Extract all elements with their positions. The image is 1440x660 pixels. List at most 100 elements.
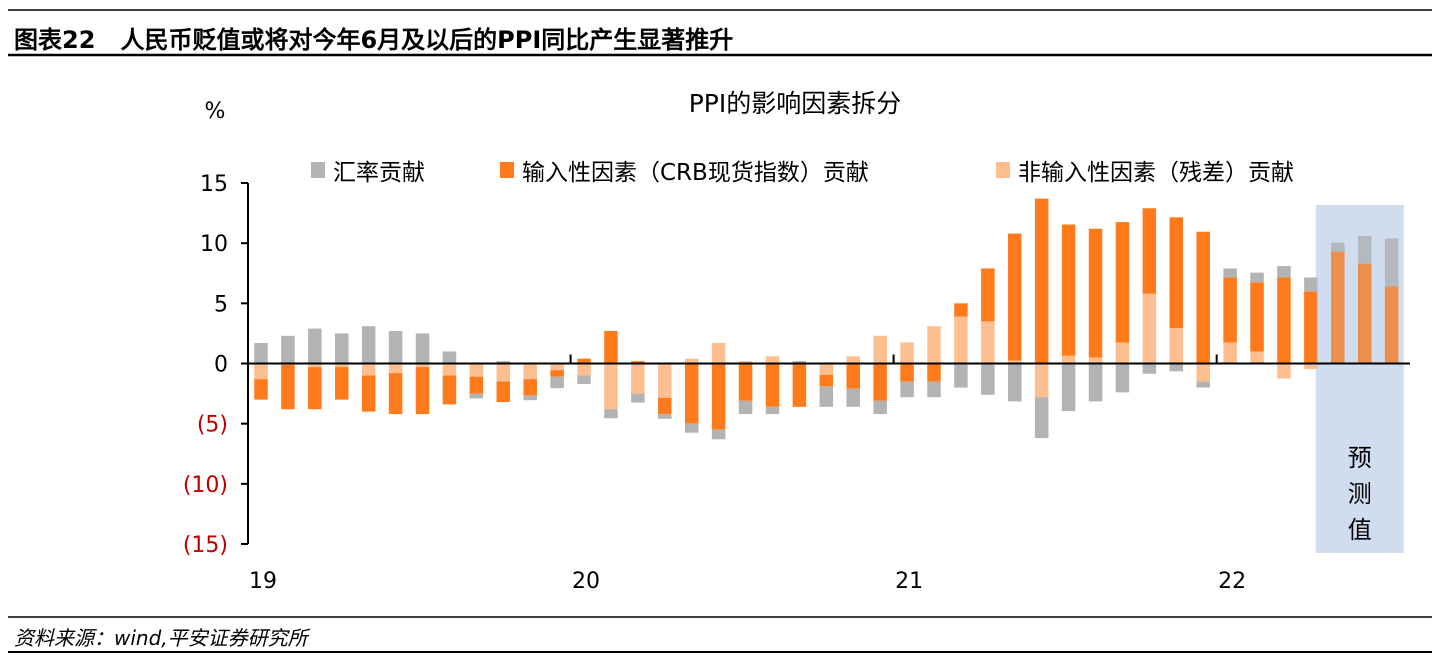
bar-fx-2019-09	[469, 393, 484, 399]
bar-fx-2019-10	[496, 361, 511, 364]
bar-fx-2020-09	[792, 361, 807, 364]
bar-fx-2019-11	[523, 395, 537, 401]
axes: 15 10 5 0 (5) (10) (15) 19 20 21 22	[183, 172, 1410, 594]
forecast-tint	[1315, 205, 1404, 553]
bar-residual-2020-03	[631, 363, 645, 394]
bar-crb-2019-08	[442, 375, 457, 405]
bar-fx-2022-06	[1357, 235, 1372, 264]
bar-crb-2022-02	[1250, 282, 1264, 352]
x-tick-label: 19	[249, 569, 277, 594]
bar-crb-2020-09	[792, 363, 807, 407]
x-tick-label: 21	[895, 569, 923, 594]
bar-fx-2019-02	[281, 335, 295, 364]
bar-fx-2020-03	[631, 393, 645, 403]
bar-fx-2022-03	[1277, 266, 1291, 278]
bar-crb-2021-04	[981, 268, 995, 322]
bar-crb-2021-08	[1088, 228, 1103, 358]
bar-crb-2019-06	[388, 373, 403, 415]
bar-residual-2021-03	[954, 316, 968, 364]
bar-fx-2021-04	[981, 363, 995, 395]
bar-residual-2021-12	[1196, 363, 1210, 382]
bar-crb-2019-01	[254, 379, 268, 400]
bar-residual-2021-02	[927, 326, 941, 364]
y-tick-label: 5	[214, 292, 228, 317]
figure-title: 图表22 人民币贬值或将对今年6月及以后的PPI同比产生显著推升	[14, 20, 733, 55]
bar-residual-2020-05	[684, 358, 699, 364]
bar-fx-2022-05	[1331, 242, 1345, 252]
legend-item-fx: 汇率贡献	[311, 160, 425, 186]
bar-crb-2020-05	[684, 363, 699, 424]
y-tick-label: (5)	[197, 413, 228, 438]
legend-label-crb: 输入性因素（CRB现货指数）贡献	[522, 160, 869, 186]
legend-item-crb: 输入性因素（CRB现货指数）贡献	[500, 160, 869, 186]
bar-residual-2019-05	[361, 363, 376, 376]
bar-residual-2019-11	[523, 363, 537, 380]
bar-fx-2020-04	[658, 414, 672, 419]
bar-crb-2020-06	[711, 363, 726, 430]
bar-residual-2019-09	[469, 363, 484, 377]
legend-item-residual: 非输入性因素（残差）贡献	[996, 160, 1294, 186]
bar-residual-2021-06	[1034, 363, 1049, 398]
bar-fx-2019-01	[254, 343, 268, 364]
bar-residual-2022-02	[1250, 351, 1264, 364]
bar-fx-2022-02	[1250, 272, 1264, 283]
bar-fx-2019-03	[308, 328, 322, 364]
bar-crb-2019-03	[308, 367, 322, 410]
bar-fx-2020-01	[577, 375, 591, 384]
bar-fx-2019-06	[388, 331, 403, 364]
bar-residual-2019-12	[550, 363, 564, 371]
bar-fx-2019-08	[442, 351, 457, 364]
bar-residual-2021-10	[1142, 293, 1157, 364]
bar-crb-2019-02	[281, 364, 295, 410]
bar-fx-2020-10	[819, 386, 834, 407]
bar-fx-2020-02	[604, 409, 618, 419]
bar-residual-2019-07	[415, 363, 430, 368]
bar-residual-2021-07	[1061, 355, 1076, 364]
bar-crb-2020-07	[738, 363, 753, 401]
bar-residual-2020-10	[819, 363, 834, 375]
source-note: 资料来源：wind,平安证券研究所	[14, 626, 308, 650]
y-tick-label: 15	[200, 172, 228, 197]
bar-residual-2020-07	[738, 361, 753, 364]
bar-fx-2021-02	[927, 381, 941, 398]
bar-crb-2021-09	[1115, 222, 1130, 343]
legend-label-residual: 非输入性因素（残差）贡献	[1018, 160, 1294, 186]
bar-crb-2020-02	[604, 331, 618, 364]
bar-crb-2019-05	[361, 375, 376, 412]
bar-crb-2019-09	[469, 376, 484, 394]
y-tick-label: (15)	[183, 533, 228, 558]
bar-crb-2021-02	[927, 363, 941, 382]
bar-residual-2021-04	[981, 321, 995, 364]
bar-fx-2021-05	[1008, 363, 1022, 402]
bars	[254, 198, 1399, 440]
bar-crb-2019-10	[496, 381, 511, 403]
bar-residual-2020-04	[658, 363, 672, 398]
bar-crb-2022-06	[1357, 263, 1372, 364]
bar-residual-2022-03	[1277, 363, 1291, 379]
figure-title-text: 人民币贬值或将对今年6月及以后的PPI同比产生显著推升	[120, 26, 734, 54]
bar-fx-2021-08	[1088, 363, 1103, 402]
forecast-label: 预测值	[1347, 444, 1372, 544]
bar-residual-2021-08	[1088, 357, 1103, 364]
bar-crb-2022-03	[1277, 277, 1291, 364]
bar-fx-2021-09	[1115, 363, 1130, 393]
bar-residual-2021-05	[1008, 360, 1022, 364]
bar-residual-2019-10	[496, 363, 511, 382]
legend-swatch-residual	[996, 162, 1010, 178]
bar-residual-2019-06	[388, 363, 403, 374]
figure-label: 图表22	[14, 26, 96, 54]
bar-fx-2020-12	[873, 400, 887, 415]
bar-crb-2021-05	[1008, 233, 1022, 361]
bar-crb-2022-05	[1331, 251, 1345, 364]
bar-fx-2021-01	[900, 381, 914, 398]
chart-title: PPI的影响因素拆分	[689, 89, 902, 118]
bar-crb-2021-10	[1142, 208, 1157, 294]
x-tick-label: 20	[572, 569, 600, 594]
bar-fx-2021-10	[1142, 363, 1157, 374]
bar-crb-2022-01	[1223, 277, 1237, 343]
bar-fx-2021-06	[1034, 397, 1049, 439]
bar-crb-2020-12	[873, 363, 887, 401]
legend: 汇率贡献 输入性因素（CRB现货指数）贡献 非输入性因素（残差）贡献	[311, 160, 1294, 186]
bar-residual-2020-01	[577, 363, 591, 376]
bar-residual-2020-06	[711, 343, 726, 364]
